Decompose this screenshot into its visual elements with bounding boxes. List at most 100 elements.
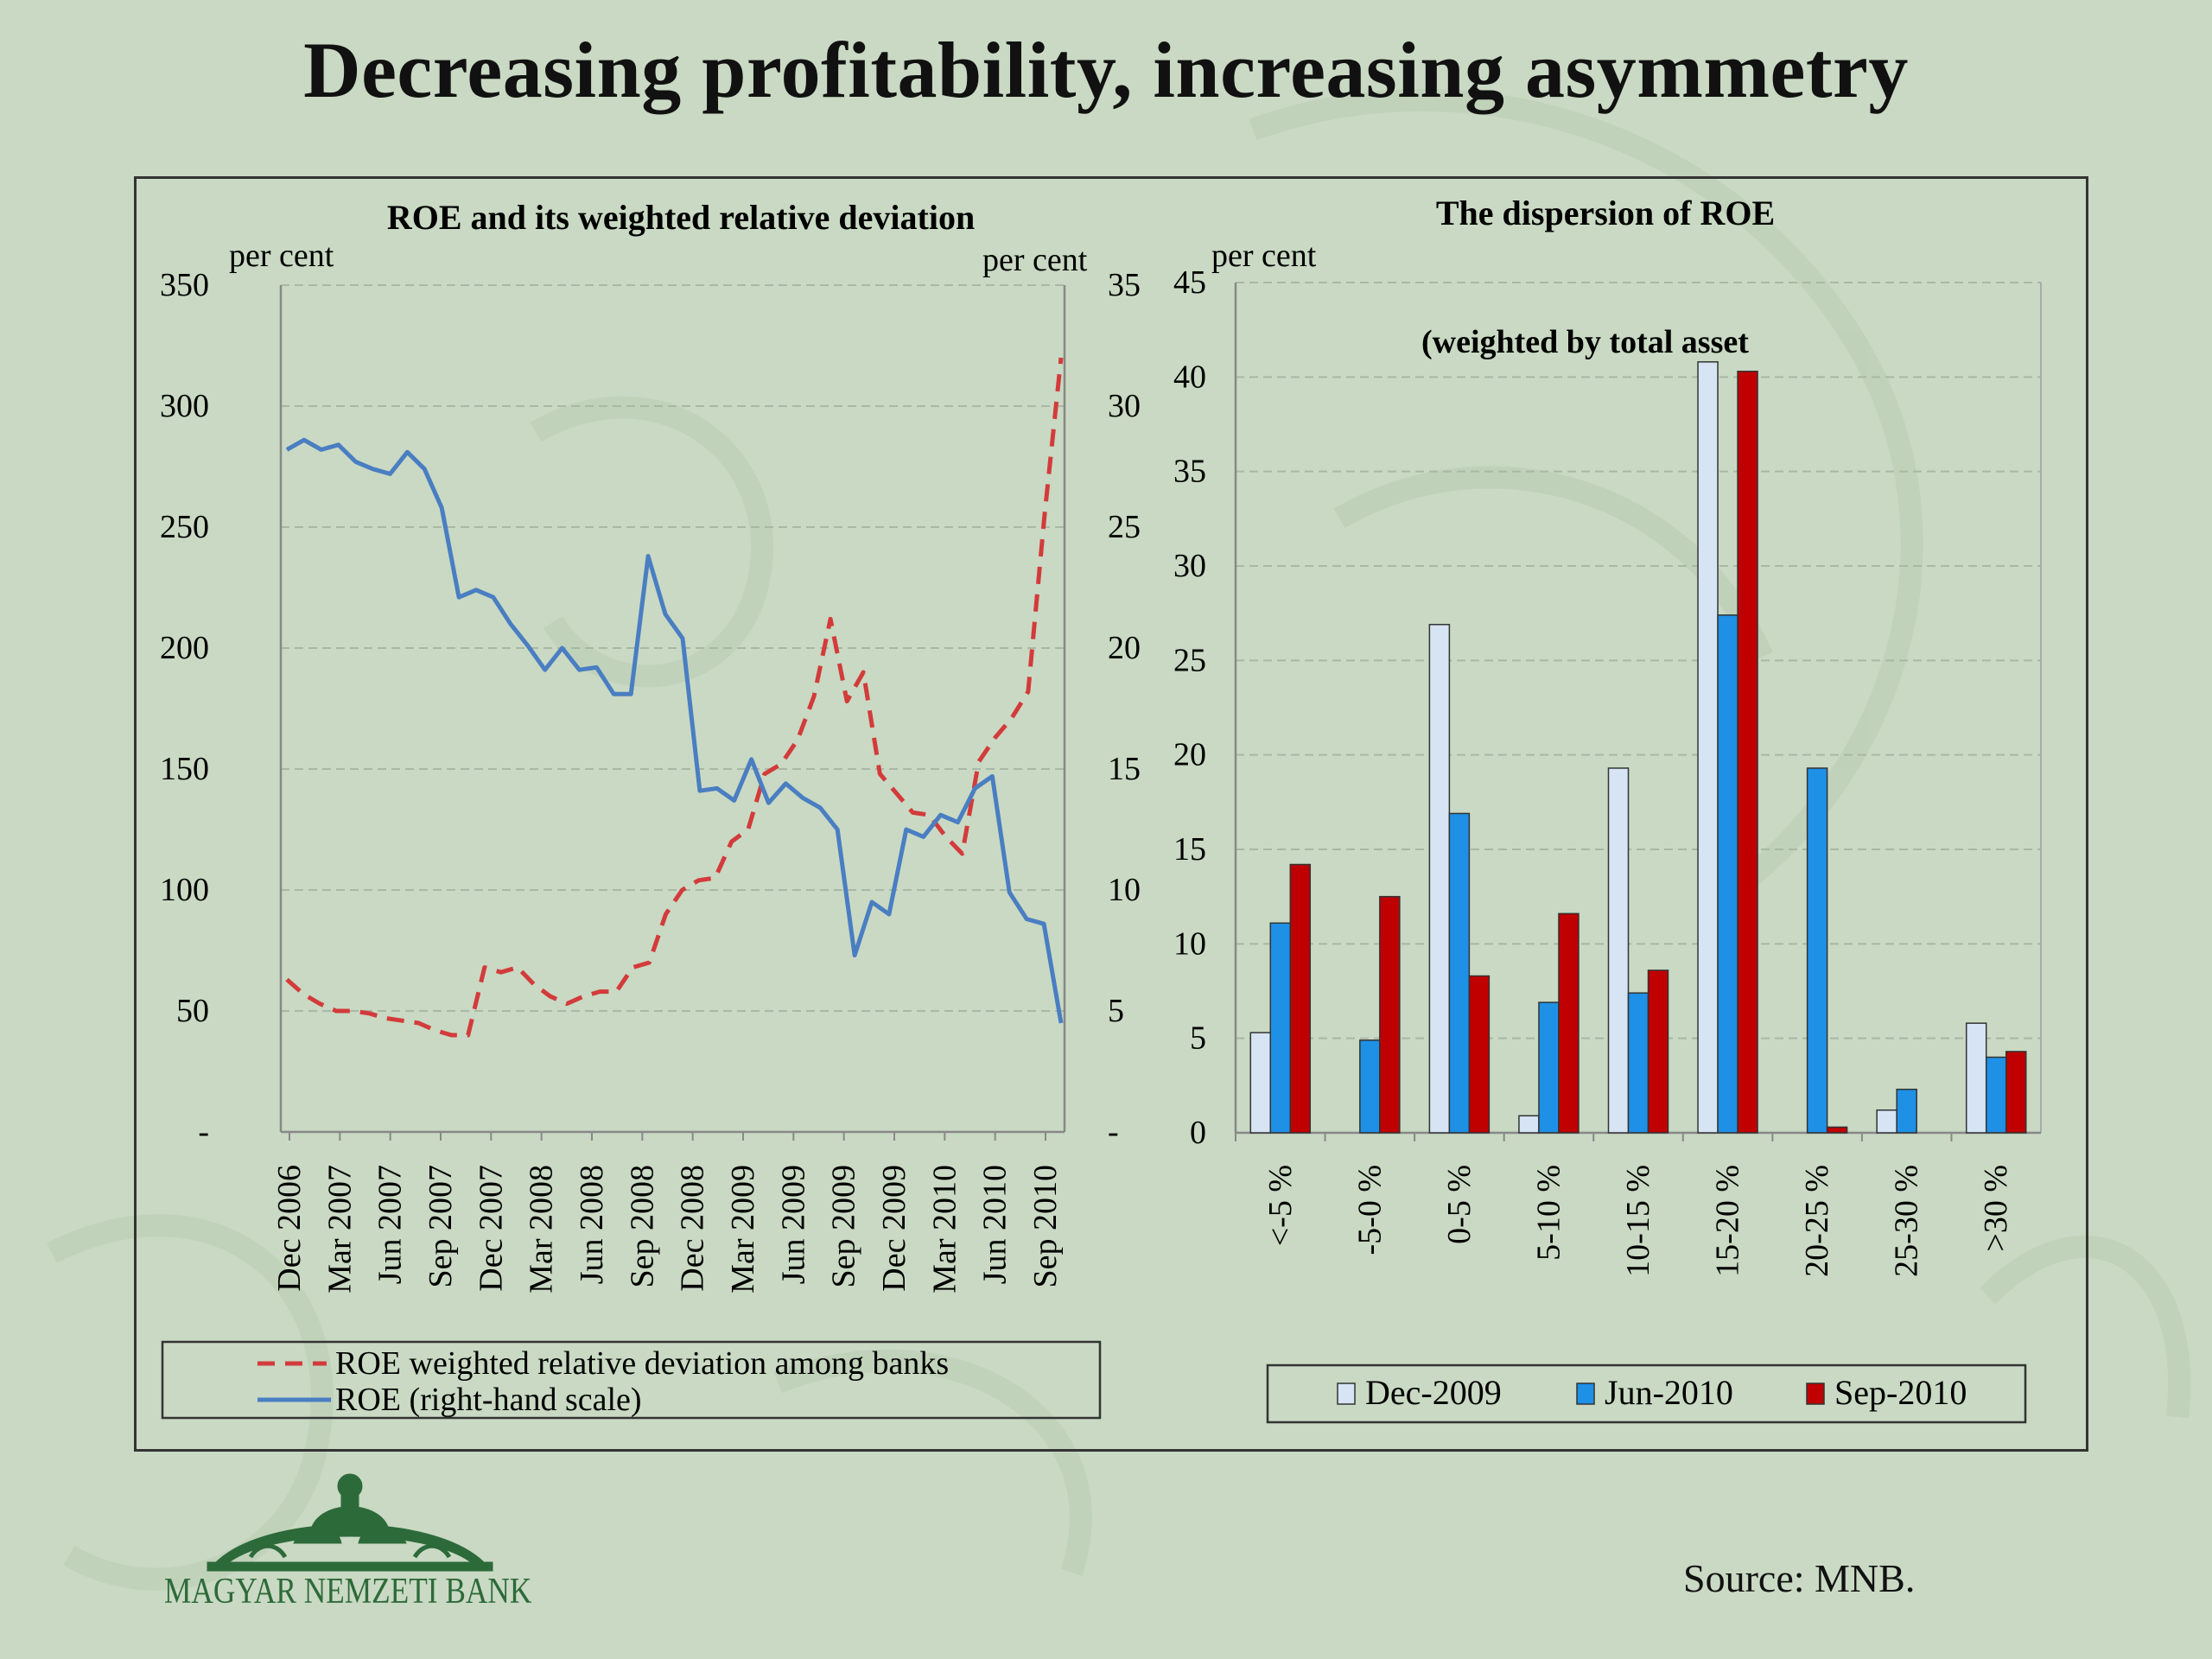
bar-sep-2010: [1379, 895, 1401, 1134]
legend-deviation-label: ROE weighted relative deviation among ba…: [335, 1345, 949, 1382]
bar-sep-2010: [2005, 1051, 2027, 1134]
bar-y-tick-label: 5: [1190, 1020, 1206, 1057]
bar-sep-2010: [1647, 969, 1669, 1134]
left-tick-label: 100: [160, 872, 209, 908]
bar-legend-box: [1266, 1363, 2027, 1424]
x-tick-label: Sep 2007: [423, 1165, 459, 1288]
bar-dec-2009: [1518, 1115, 1540, 1134]
legend-roe-label: ROE (right-hand scale): [335, 1382, 642, 1418]
source-note: Source: MNB.: [1683, 1556, 1916, 1600]
left-tick-label: 50: [176, 993, 209, 1029]
bar-y-tick-label: 45: [1173, 264, 1206, 301]
left-tick-label: 250: [160, 509, 209, 545]
bar-chart-title: The dispersion of ROE: [1436, 194, 1775, 232]
deviation-series-line: [285, 357, 1064, 1038]
bar-sep-2010: [1289, 863, 1312, 1134]
logo-text: MAGYAR NEMZETI BANK: [164, 1572, 532, 1611]
right-tick-label: 30: [1108, 388, 1141, 424]
bar-category-label: 25-30 %: [1889, 1165, 1925, 1277]
legend-jun2010-swatch: [1576, 1382, 1595, 1405]
bar-jun-2010: [1717, 614, 1738, 1134]
bar-sep-2010: [1737, 371, 1758, 1134]
right-axis-unit: per cent: [982, 242, 1088, 278]
line-chart-legend: ROE weighted relative deviation among ba…: [161, 1340, 1102, 1420]
bar-y-tick-label: 0: [1190, 1115, 1206, 1151]
x-tick-label: Sep 2010: [1027, 1165, 1064, 1288]
line-series: [285, 357, 1064, 1038]
line-chart-title: ROE and its weighted relative deviation: [387, 198, 975, 237]
left-tick-label: 300: [160, 388, 209, 424]
bar-dec-2009: [1876, 1109, 1897, 1134]
bar-category-label: 10-15 %: [1620, 1165, 1656, 1277]
bar-category-label: 20-25 %: [1799, 1165, 1835, 1277]
x-tick-label: Jun 2009: [775, 1165, 811, 1284]
bar-jun-2010: [1269, 922, 1292, 1134]
x-tick-label: Dec 2009: [876, 1165, 912, 1292]
bar-y-tick-label: 40: [1173, 359, 1206, 395]
bar-category-label: >30 %: [1978, 1165, 2014, 1252]
bar-dec-2009: [1249, 1032, 1272, 1134]
roe-series-line: [285, 437, 1064, 1024]
right-axis-ticks: - 5 10 15 20 25 30 35: [1108, 267, 1141, 1150]
bar-y-axis-ticks: 0 5 10 15 20 25 30 35 40 45: [1173, 264, 1206, 1151]
left-axis-unit: per cent: [229, 238, 334, 274]
right-tick-label: 15: [1108, 751, 1141, 787]
bar-jun-2010: [1896, 1088, 1917, 1134]
bar-chart-legend: Dec-2009 Jun-2010 Sep-2010: [1266, 1363, 2027, 1424]
slide-title: Decreasing profitability, increasing asy…: [303, 26, 1909, 114]
bar-y-tick-label: 20: [1173, 737, 1206, 773]
bar-jun-2010: [1627, 992, 1649, 1134]
x-tick-label: Mar 2008: [524, 1165, 560, 1294]
x-tick-label: Dec 2008: [675, 1165, 711, 1292]
line-chart: ROE and its weighted relative deviation …: [160, 198, 1141, 1420]
bar-sep-2010: [1826, 1126, 1848, 1134]
bar-sep-2010: [1468, 975, 1491, 1134]
x-tick-label: Jun 2007: [372, 1165, 409, 1284]
bar-dec-2009: [1428, 624, 1451, 1134]
left-tick-label: 350: [160, 267, 209, 303]
right-tick-label: 5: [1108, 993, 1124, 1029]
bar-jun-2010: [1359, 1039, 1381, 1134]
bar-dec-2009: [1607, 767, 1630, 1134]
bar-x-axis-ticks: <-5 % -5-0 % 0-5 % 5-10 % 10-15 % 15-20 % 20-2…: [1235, 1133, 2014, 1277]
right-tick-label: 35: [1108, 267, 1141, 303]
x-tick-label: Sep 2009: [826, 1165, 862, 1288]
x-tick-label: Dec 2006: [271, 1165, 308, 1292]
bar-y-tick-label: 25: [1173, 642, 1206, 678]
legend-sep2010-swatch: [1806, 1382, 1825, 1405]
x-axis-ticks: Dec 2006 Mar 2007 Jun 2007 Sep 2007 Dec 2007…: [271, 1132, 1064, 1294]
left-tick-label: 150: [160, 751, 209, 787]
bar-jun-2010: [1806, 767, 1828, 1134]
bar-jun-2010: [1985, 1056, 2007, 1134]
bar-jun-2010: [1538, 1001, 1560, 1134]
bar-category-label: 0-5 %: [1441, 1165, 1478, 1244]
x-tick-label: Mar 2007: [321, 1165, 358, 1294]
x-tick-label: Jun 2010: [977, 1165, 1014, 1284]
legend-dec2009-label: Dec-2009: [1365, 1373, 1502, 1412]
bar-axis-unit: per cent: [1211, 238, 1317, 274]
bar-chart-gridlines: [1236, 282, 2041, 1039]
bar-y-tick-label: 35: [1173, 454, 1206, 490]
legend-jun2010-label: Jun-2010: [1605, 1373, 1733, 1412]
bar-sep-2010: [1558, 912, 1580, 1134]
x-tick-label: Mar 2009: [725, 1165, 761, 1294]
right-tick-label: 20: [1108, 630, 1141, 666]
bar-chart-subtitle: (weighted by total asset: [1421, 324, 1749, 360]
bar-dec-2009: [1965, 1022, 1987, 1134]
x-tick-label: Mar 2010: [926, 1165, 963, 1294]
legend-dec2009-swatch: [1337, 1382, 1356, 1405]
left-axis-ticks: - 50 100 150 200 250 300 350: [160, 267, 209, 1150]
legend-sep2010-label: Sep-2010: [1834, 1373, 1967, 1412]
bar-dec-2009: [1697, 361, 1719, 1134]
left-tick-label: 200: [160, 630, 209, 666]
bar-category-label: 15-20 %: [1710, 1165, 1746, 1277]
bar-chart: The dispersion of ROE (weighted by total…: [1173, 194, 2042, 1424]
x-tick-label: Sep 2008: [624, 1165, 660, 1288]
bar-category-label: 5-10 %: [1530, 1165, 1567, 1261]
bar-y-tick-label: 15: [1173, 831, 1206, 868]
right-tick-label: -: [1108, 1114, 1119, 1150]
left-tick-label: -: [198, 1114, 209, 1150]
line-chart-gridlines: [281, 284, 1065, 1012]
